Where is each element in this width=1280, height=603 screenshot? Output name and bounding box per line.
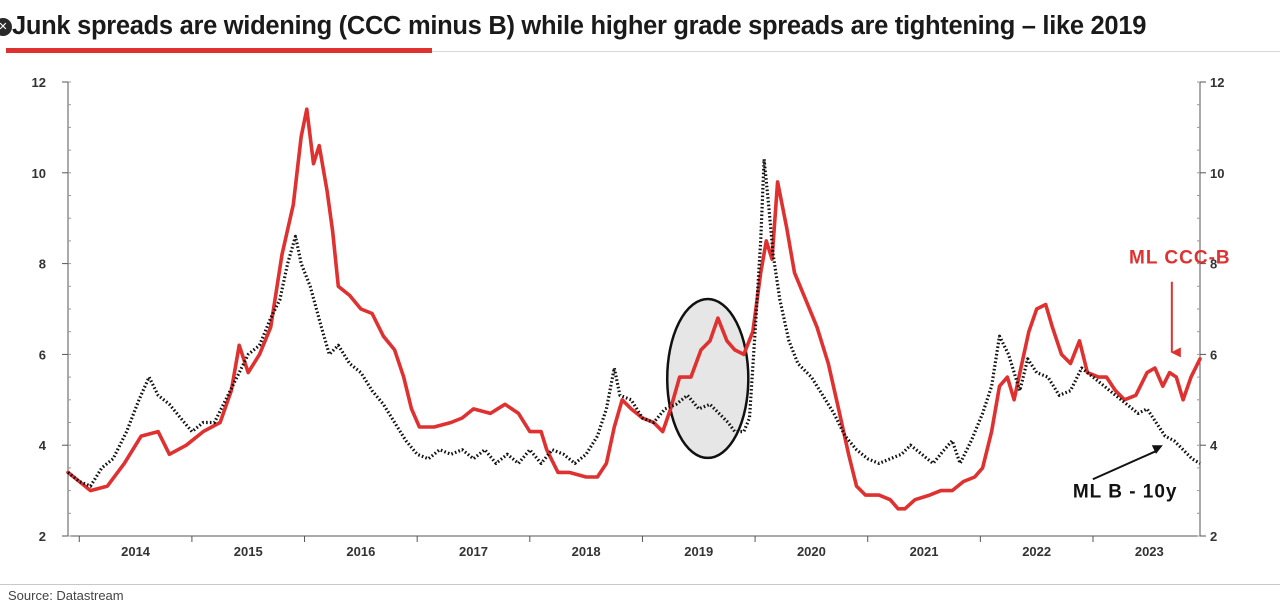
right-y-tick-label: 2	[1210, 529, 1217, 544]
left-y-tick-label: 2	[39, 529, 46, 544]
right-y-tick-label: 6	[1210, 347, 1217, 362]
right-y-tick-label: 8	[1210, 257, 1217, 272]
x-tick-label: 2018	[572, 544, 601, 559]
source-note: Source: Datastream	[8, 588, 124, 603]
highlight-ellipse-2019	[665, 297, 750, 460]
title-underline-accent	[6, 48, 432, 53]
series-line-b-10y	[66, 157, 1201, 488]
x-tick-label: 2019	[684, 544, 713, 559]
x-tick-label: 2023	[1135, 544, 1164, 559]
annotation-arrow-b-10y	[1092, 450, 1157, 481]
left-y-tick-label: 12	[32, 75, 46, 90]
footer-rule	[0, 584, 1280, 585]
annotation-label-b-10y: ML B - 10y	[1073, 481, 1178, 502]
x-tick-label: 2021	[910, 544, 939, 559]
right-y-tick-label: 4	[1210, 438, 1218, 453]
right-y-tick-label: 10	[1210, 166, 1224, 181]
x-tick-label: 2016	[346, 544, 375, 559]
annotation-label-ccc-b: ML CCC-B	[1129, 248, 1231, 269]
left-y-tick-label: 6	[39, 347, 46, 362]
x-tick-label: 2014	[121, 544, 151, 559]
left-y-tick-label: 8	[39, 257, 46, 272]
chart-canvas: 2 2 4 4 6 6 8 8 10 10 12 12 2014 2015 2016 2017 2018 2019…	[32, 75, 1231, 559]
left-y-tick-label: 4	[39, 438, 47, 453]
x-tick-label: 2015	[234, 544, 263, 559]
right-y-tick-label: 12	[1210, 75, 1224, 90]
close-icon[interactable]: ✕	[0, 18, 12, 36]
x-tick-label: 2020	[797, 544, 826, 559]
series-line-ccc-b	[66, 107, 1202, 511]
x-tick-label: 2022	[1022, 544, 1051, 559]
left-y-tick-label: 10	[32, 166, 46, 181]
title-underline-rule	[432, 51, 1280, 52]
annotation-arrowhead-b-10y	[1151, 445, 1163, 454]
chart-title: Junk spreads are widening (CCC minus B) …	[12, 12, 1147, 40]
x-tick-label: 2017	[459, 544, 488, 559]
title-bar: ✕ Junk spreads are widening (CCC minus B…	[0, 0, 1280, 58]
